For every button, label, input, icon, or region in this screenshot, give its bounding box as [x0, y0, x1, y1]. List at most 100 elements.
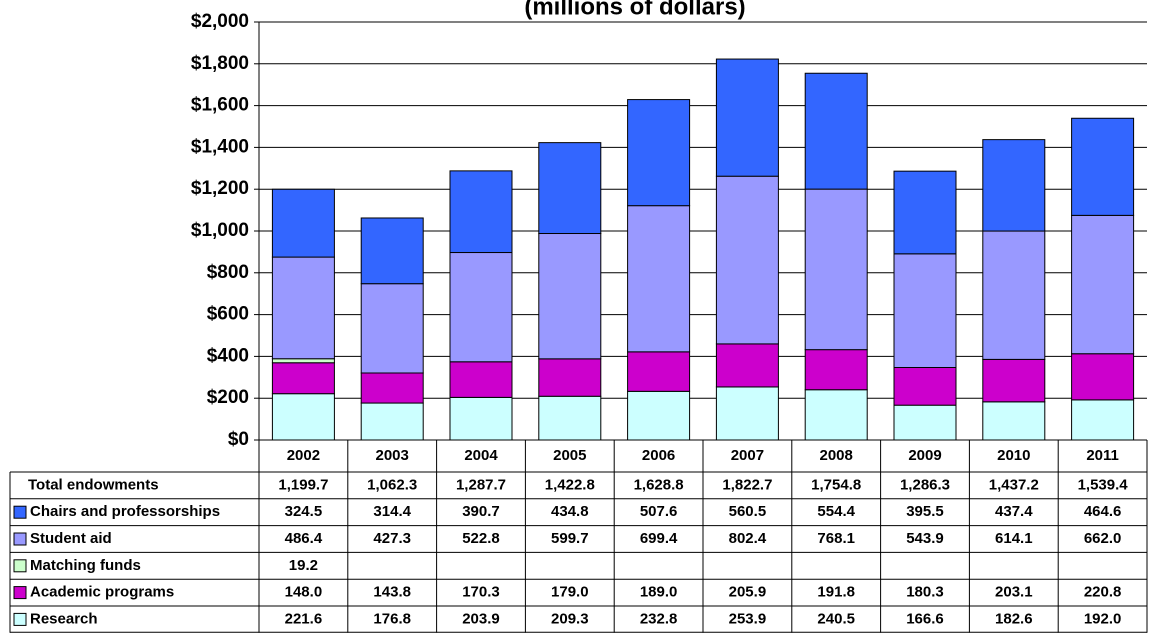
table-row-label: Total endowments: [28, 476, 159, 493]
bar-segment: [271, 358, 335, 364]
legend-label: Student aid: [30, 530, 112, 547]
table-cell: 614.1: [995, 530, 1033, 547]
bar-segment: [271, 362, 335, 395]
table-cell: 507.6: [640, 503, 678, 520]
bar-segment: [538, 395, 602, 441]
bar-segment: [449, 361, 513, 398]
table-cell: 148.0: [285, 584, 323, 601]
x-tick-label: 2008: [820, 447, 853, 464]
table-cell: 1,287.7: [456, 476, 506, 493]
table-cell: 464.6: [1084, 503, 1122, 520]
bar-segment: [982, 401, 1046, 441]
table-cell: 390.7: [462, 503, 500, 520]
legend-label: Academic programs: [30, 584, 174, 601]
bar-segment: [893, 404, 957, 441]
bar-segment: [982, 139, 1046, 232]
bar-segment: [1071, 214, 1135, 355]
y-tick-label: $1,400: [191, 136, 249, 157]
table-cell: 143.8: [373, 584, 411, 601]
table-cell: 221.6: [285, 610, 323, 627]
x-tick-label: 2004: [464, 447, 498, 464]
bar-segment: [1071, 117, 1135, 216]
legend-swatch: [13, 559, 27, 573]
table-cell: 220.8: [1084, 584, 1122, 601]
table-cell: 768.1: [817, 530, 855, 547]
legend-label: Research: [30, 610, 98, 627]
table-cell: 395.5: [906, 503, 944, 520]
bar-segment: [449, 396, 513, 441]
x-tick-label: 2003: [376, 447, 409, 464]
table-cell: 486.4: [285, 530, 323, 547]
y-tick-label: $0: [228, 429, 249, 450]
bar-segment: [804, 389, 868, 441]
bar-segment: [1071, 399, 1135, 441]
legend-label: Matching funds: [30, 557, 141, 574]
bar-segment: [538, 358, 602, 397]
bar-segment: [982, 230, 1046, 360]
bar-segment: [715, 343, 779, 388]
table-cell: 314.4: [373, 503, 411, 520]
table-cell: 1,199.7: [278, 476, 328, 493]
x-tick-label: 2010: [997, 447, 1030, 464]
bar-segment: [893, 366, 957, 406]
y-tick-label: $1,600: [191, 95, 249, 116]
x-tick-label: 2007: [731, 447, 764, 464]
chart-title: (millions of dollars): [524, 0, 745, 20]
table-cell: 522.8: [462, 530, 500, 547]
table-cell: 427.3: [373, 530, 411, 547]
table-cell: 1,754.8: [811, 476, 861, 493]
table-cell: 180.3: [906, 584, 944, 601]
bar-segment: [893, 170, 957, 255]
table-cell: 554.4: [817, 503, 855, 520]
legend-swatch: [13, 612, 27, 626]
table-cell: 1,286.3: [900, 476, 950, 493]
table-cell: 203.1: [995, 584, 1033, 601]
x-tick-label: 2006: [642, 447, 675, 464]
bar-segment: [627, 99, 691, 207]
table-cell: 189.0: [640, 584, 678, 601]
y-tick-label: $1,000: [191, 220, 249, 241]
table-cell: 324.5: [285, 503, 323, 520]
table-cell: 232.8: [640, 610, 678, 627]
bar-segment: [360, 402, 424, 441]
table-cell: 1,539.4: [1078, 476, 1129, 493]
y-tick-label: $400: [207, 345, 249, 366]
table-cell: 662.0: [1084, 530, 1122, 547]
y-tick-label: $1,800: [191, 53, 249, 74]
legend-swatch: [13, 505, 27, 519]
table-cell: 253.9: [729, 610, 767, 627]
x-tick-label: 2005: [553, 447, 586, 464]
table-cell: 205.9: [729, 584, 767, 601]
y-tick-label: $1,200: [191, 178, 249, 199]
bar-segment: [1071, 353, 1135, 401]
table-cell: 1,422.8: [545, 476, 595, 493]
x-tick-label: 2002: [287, 447, 320, 464]
bar-segment: [893, 253, 957, 368]
bar-segment: [271, 256, 335, 360]
y-tick-label: $2,000: [191, 11, 249, 32]
legend-swatch: [13, 586, 27, 600]
bar-segment: [271, 188, 335, 258]
table-cell: 802.4: [729, 530, 767, 547]
y-tick-label: $200: [207, 387, 249, 408]
bar-segment: [271, 393, 335, 441]
table-cell: 170.3: [462, 584, 500, 601]
bar-segment: [627, 390, 691, 441]
table-cell: 179.0: [551, 584, 589, 601]
legend-swatch: [13, 532, 27, 546]
x-tick-label: 2011: [1086, 447, 1119, 464]
table-cell: 166.6: [906, 610, 944, 627]
x-tick-label: 2009: [908, 447, 941, 464]
table-cell: 1,437.2: [989, 476, 1039, 493]
bar-segment: [627, 351, 691, 392]
table-cell: 209.3: [551, 610, 589, 627]
bar-segment: [804, 72, 868, 190]
table-cell: 560.5: [729, 503, 767, 520]
bar-segment: [715, 58, 779, 177]
table-cell: 1,062.3: [367, 476, 417, 493]
bar-segment: [627, 205, 691, 353]
table-cell: 1,628.8: [634, 476, 684, 493]
table-cell: 437.4: [995, 503, 1033, 520]
bar-segment: [449, 170, 513, 254]
